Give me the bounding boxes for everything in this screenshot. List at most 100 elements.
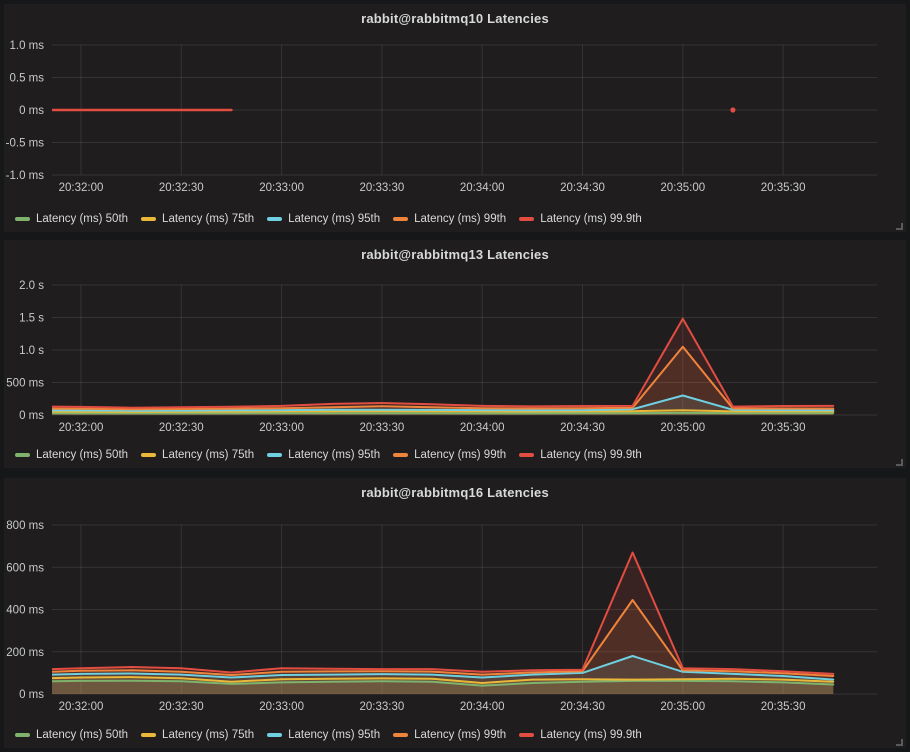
y-tick-label: 1.0 ms (9, 40, 44, 52)
legend-label: Latency (ms) 50th (36, 729, 129, 741)
chart-legend: Latency (ms) 50th Latency (ms) 75th Latenc… (15, 449, 642, 461)
series-line[interactable] (51, 655, 835, 681)
legend-item-50th[interactable]: Latency (ms) 50th (15, 449, 128, 461)
series-line[interactable] (51, 599, 835, 677)
legend-swatch-icon (15, 733, 30, 737)
x-tick-label: 20:32:00 (59, 701, 104, 713)
legend-swatch-icon (141, 733, 157, 737)
panel-rabbitmq16-latencies: rabbit@rabbitmq16 Latencies 800 ms 600 ms… (4, 478, 906, 748)
series-line[interactable] (51, 679, 835, 687)
legend-swatch-icon (267, 217, 283, 221)
x-tick-label: 20:35:30 (761, 422, 806, 434)
legend-item-75th[interactable]: Latency (ms) 75th (141, 213, 254, 225)
latency-chart-canvas[interactable]: 2.0 s 1.5 s 1.0 s 500 ms 0 ms 20:32:00 20:32:3… (4, 240, 906, 468)
legend-item-99.9th[interactable]: Latency (ms) 99.9th (519, 213, 642, 225)
legend-label: Latency (ms) 99.9th (540, 449, 642, 461)
series-area (52, 600, 834, 694)
x-tick-label: 20:35:30 (761, 701, 806, 713)
x-tick-label: 20:33:30 (360, 422, 405, 434)
x-tick-label: 20:33:00 (259, 182, 304, 194)
legend-label: Latency (ms) 99th (414, 213, 507, 225)
panel-title[interactable]: rabbit@rabbitmq10 Latencies (361, 11, 549, 26)
x-tick-label: 20:35:00 (660, 701, 705, 713)
y-tick-label: 0.5 ms (9, 73, 44, 85)
x-tick-label: 20:34:30 (560, 182, 605, 194)
y-tick-label: 200 ms (6, 647, 44, 659)
legend-swatch-icon (141, 217, 157, 221)
panel-title[interactable]: rabbit@rabbitmq16 Latencies (361, 485, 549, 500)
legend-label: Latency (ms) 99th (414, 449, 507, 461)
legend-swatch-icon (15, 217, 30, 221)
legend-swatch-icon (519, 453, 535, 457)
legend-item-99th[interactable]: Latency (ms) 99th (393, 449, 506, 461)
series-line[interactable] (51, 394, 835, 412)
x-tick-label: 20:34:00 (460, 182, 505, 194)
legend-label: Latency (ms) 75th (162, 449, 255, 461)
legend-label: Latency (ms) 75th (162, 213, 255, 225)
series-line[interactable] (51, 676, 835, 684)
panel-rabbitmq13-latencies: rabbit@rabbitmq13 Latencies 2.0 s 1.5 s 1.… (4, 240, 906, 468)
legend-swatch-icon (393, 217, 409, 221)
legend-item-99.9th[interactable]: Latency (ms) 99.9th (519, 729, 642, 741)
resize-handle-icon[interactable] (894, 737, 903, 746)
legend-swatch-icon (519, 733, 535, 737)
x-tick-label: 20:33:00 (259, 701, 304, 713)
grid-lines (52, 524, 877, 695)
x-tick-label: 20:34:00 (460, 422, 505, 434)
latency-chart-canvas[interactable]: 1.0 ms 0.5 ms 0 ms -0.5 ms -1.0 ms 20:32:00 20… (4, 4, 906, 232)
x-tick-label: 20:35:00 (660, 182, 705, 194)
legend-swatch-icon (267, 453, 283, 457)
chart-legend: Latency (ms) 50th Latency (ms) 75th Latenc… (15, 213, 642, 225)
series-area (52, 346, 834, 415)
y-tick-label: 0 ms (19, 689, 44, 701)
latency-chart-canvas[interactable]: 800 ms 600 ms 400 ms 200 ms 0 ms 20:32:00 20:3… (4, 478, 906, 748)
series-line[interactable] (51, 345, 835, 411)
series-line[interactable] (51, 551, 835, 675)
x-tick-label: 20:35:00 (660, 422, 705, 434)
legend-item-50th[interactable]: Latency (ms) 50th (15, 729, 128, 741)
legend-swatch-icon (267, 733, 283, 737)
legend-label: Latency (ms) 95th (288, 449, 381, 461)
y-tick-label: -1.0 ms (6, 170, 45, 182)
legend-item-75th[interactable]: Latency (ms) 75th (141, 449, 254, 461)
plot-area[interactable] (51, 317, 835, 415)
legend-label: Latency (ms) 99th (414, 729, 507, 741)
y-tick-label: 600 ms (6, 562, 44, 574)
legend-swatch-icon (519, 217, 535, 221)
data-point[interactable] (730, 107, 736, 113)
legend-item-95th[interactable]: Latency (ms) 95th (267, 449, 380, 461)
x-tick-label: 20:32:00 (59, 182, 104, 194)
legend-label: Latency (ms) 75th (162, 729, 255, 741)
resize-handle-icon[interactable] (894, 457, 903, 466)
panel-rabbitmq10-latencies: rabbit@rabbitmq10 Latencies 1.0 ms 0.5 ms… (4, 4, 906, 232)
legend-label: Latency (ms) 99.9th (540, 729, 642, 741)
y-tick-label: 0 ms (19, 410, 44, 422)
grid-lines (52, 284, 877, 416)
x-tick-label: 20:32:30 (159, 422, 204, 434)
plot-area[interactable] (51, 107, 736, 113)
x-tick-label: 20:35:30 (761, 182, 806, 194)
y-tick-label: 2.0 s (19, 280, 44, 292)
legend-label: Latency (ms) 50th (36, 449, 129, 461)
legend-label: Latency (ms) 95th (288, 213, 381, 225)
legend-item-95th[interactable]: Latency (ms) 95th (267, 729, 380, 741)
legend-label: Latency (ms) 99.9th (540, 213, 642, 225)
legend-item-99th[interactable]: Latency (ms) 99th (393, 213, 506, 225)
legend-swatch-icon (141, 453, 157, 457)
panel-title[interactable]: rabbit@rabbitmq13 Latencies (361, 247, 549, 262)
y-tick-label: 500 ms (6, 378, 44, 390)
legend-item-99.9th[interactable]: Latency (ms) 99.9th (519, 449, 642, 461)
legend-item-95th[interactable]: Latency (ms) 95th (267, 213, 380, 225)
legend-swatch-icon (393, 453, 409, 457)
series-line[interactable] (51, 409, 835, 413)
legend-item-50th[interactable]: Latency (ms) 50th (15, 213, 128, 225)
legend-item-99th[interactable]: Latency (ms) 99th (393, 729, 506, 741)
y-tick-label: 400 ms (6, 605, 44, 617)
x-tick-label: 20:34:00 (460, 701, 505, 713)
resize-handle-icon[interactable] (894, 221, 903, 230)
x-tick-label: 20:34:30 (560, 422, 605, 434)
series-line[interactable] (51, 317, 835, 409)
legend-item-75th[interactable]: Latency (ms) 75th (141, 729, 254, 741)
plot-area[interactable] (51, 551, 835, 695)
x-tick-label: 20:34:30 (560, 701, 605, 713)
